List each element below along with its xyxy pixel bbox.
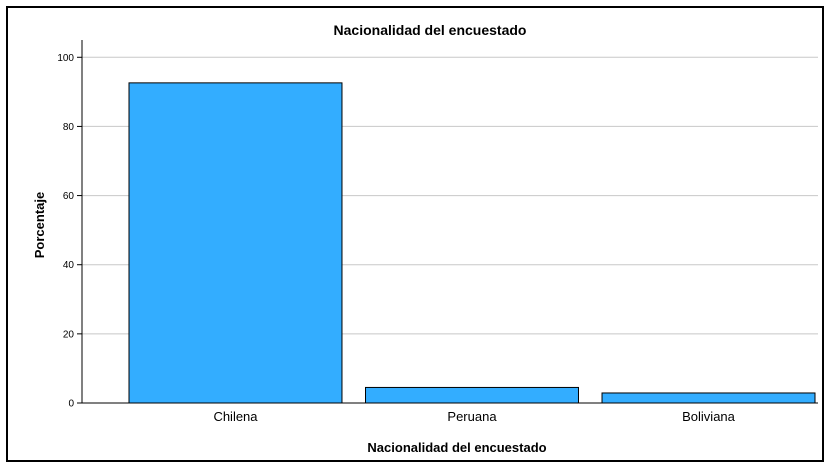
- axes: 0 20 40 60 80 100 Chilena Peruana Boliviana: [57, 40, 818, 424]
- bar-chilena: [128, 82, 343, 404]
- x-tick-label: Peruana: [447, 409, 497, 424]
- bar-peruana: [365, 386, 579, 404]
- y-tick-label: 60: [63, 191, 75, 202]
- bar-boliviana: [601, 392, 816, 404]
- bars: [128, 82, 816, 404]
- y-tick-label: 80: [63, 122, 75, 133]
- x-tick-label: Boliviana: [682, 409, 736, 424]
- x-axis-title: Nacionalidad del encuestado: [367, 440, 546, 455]
- x-tick-label: Chilena: [213, 409, 258, 424]
- y-tick-label: 0: [68, 399, 74, 410]
- y-tick-label: 40: [63, 260, 75, 271]
- chart-title: Nacionalidad del encuestado: [334, 22, 527, 38]
- y-tick-label: 100: [57, 53, 74, 64]
- y-tick-label: 20: [63, 329, 75, 340]
- y-axis-title: Porcentaje: [32, 192, 47, 258]
